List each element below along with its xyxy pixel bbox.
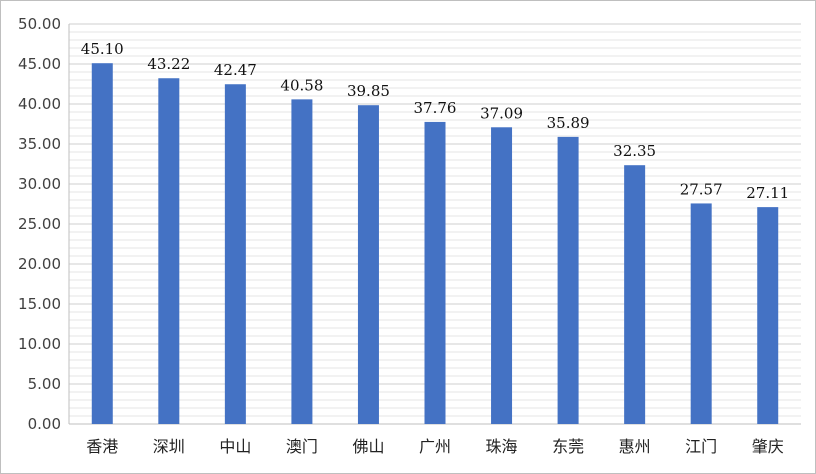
value-labels: 45.10 43.22 42.47 40.58 39.85 37.76 37.09 35.89… xyxy=(81,40,789,202)
x-category-label: 澳门 xyxy=(286,437,318,456)
y-tick-label: 45.00 xyxy=(18,55,61,73)
y-tick-label: 5.00 xyxy=(28,375,61,393)
bar xyxy=(91,63,113,424)
bar xyxy=(424,121,446,425)
bar xyxy=(557,136,579,424)
y-tick-label: 25.00 xyxy=(18,215,61,233)
x-category-label: 中山 xyxy=(219,437,251,456)
y-tick-label: 15.00 xyxy=(18,295,61,313)
bar-value-label: 37.76 xyxy=(414,99,457,117)
bar-value-label: 37.09 xyxy=(480,104,523,122)
bar-value-label: 43.22 xyxy=(147,55,190,73)
bar xyxy=(690,203,712,424)
bar xyxy=(491,127,513,424)
x-category-label: 深圳 xyxy=(153,437,185,456)
x-category-label: 江门 xyxy=(685,437,717,456)
x-category-label: 惠州 xyxy=(619,437,651,456)
bar-value-label: 27.11 xyxy=(746,184,789,202)
bar xyxy=(357,105,379,424)
bar xyxy=(624,165,646,424)
bar-value-label: 32.35 xyxy=(613,142,656,160)
bar-value-label: 42.47 xyxy=(214,61,257,79)
bar-value-label: 39.85 xyxy=(347,82,390,100)
bar-value-label: 45.10 xyxy=(81,40,124,58)
bar xyxy=(291,99,313,425)
x-category-label: 广州 xyxy=(419,437,451,456)
bar xyxy=(224,84,246,425)
y-tick-label: 10.00 xyxy=(18,335,61,353)
y-tick-label: 20.00 xyxy=(18,255,61,273)
y-tick-label: 50.00 xyxy=(18,15,61,33)
y-tick-label: 0.00 xyxy=(28,415,61,433)
x-category-labels: 香港 深圳 中山 澳门 佛山 广州 珠海 东莞 惠州 江门 肇庆 xyxy=(86,437,783,456)
y-tick-label: 35.00 xyxy=(18,135,61,153)
y-tick-label: 40.00 xyxy=(18,95,61,113)
y-tick-labels: 0.00 5.00 10.00 15.00 20.00 25.00 30.00 35.00 40… xyxy=(18,15,61,433)
x-category-label: 东莞 xyxy=(552,437,584,456)
bar-value-label: 40.58 xyxy=(280,76,323,94)
bar-value-label: 35.89 xyxy=(547,114,590,132)
bar xyxy=(158,78,180,425)
x-category-label: 肇庆 xyxy=(752,437,784,456)
y-tick-label: 30.00 xyxy=(18,175,61,193)
bars xyxy=(91,63,779,425)
x-category-label: 佛山 xyxy=(352,437,384,456)
bar xyxy=(757,207,779,424)
x-category-label: 珠海 xyxy=(486,437,518,456)
x-category-label: 香港 xyxy=(86,437,118,456)
bar-value-label: 27.57 xyxy=(680,180,723,198)
